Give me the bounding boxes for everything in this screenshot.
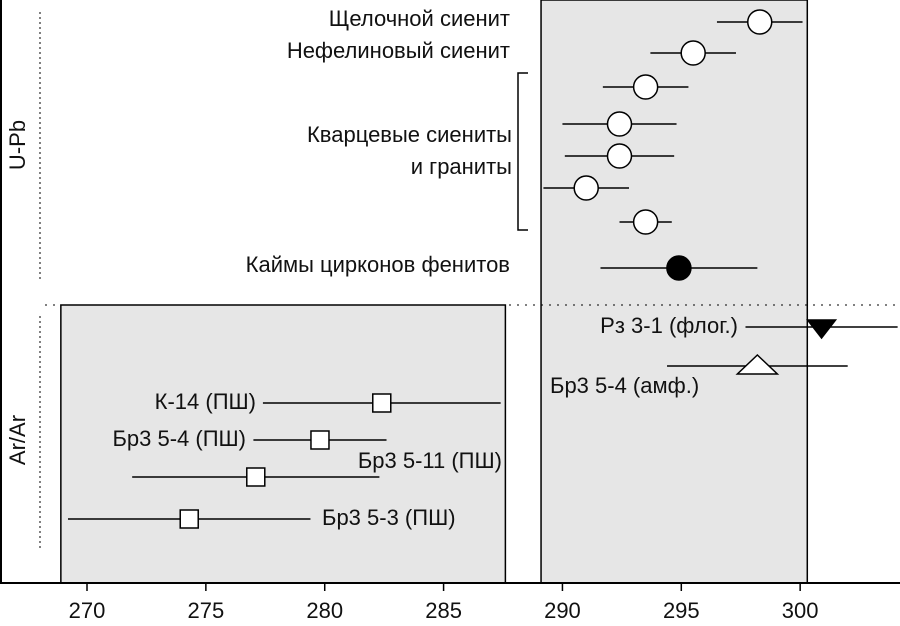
marker [246,467,266,487]
x-tick-label: 275 [188,598,225,623]
marker [606,111,633,137]
x-tick-label: 280 [306,598,343,623]
series-label: Бр3 5-3 (ПШ) [322,505,456,530]
group-label: Ar/Ar [5,415,30,465]
marker [632,74,659,100]
marker [680,40,706,66]
series-label: Бр3 5-11 (ПШ) [358,448,502,473]
series-label: Каймы цирконов фенитов [246,252,510,277]
marker [179,509,199,529]
marker [746,9,773,35]
series-label: Щелочной сиенит [329,6,510,31]
group-label: U-Pb [5,120,30,170]
marker [372,393,392,413]
marker [735,353,780,375]
x-tick-label: 295 [663,598,700,623]
marker [573,175,599,201]
series-label: Бр3 5-4 (ПШ) [112,426,246,451]
series-label: Бр3 5-4 (амф.) [550,373,699,398]
marker [632,209,659,235]
series-label: Кварцевые сиениты [307,122,512,147]
x-tick-label: 300 [782,598,819,623]
series-label: Рз 3-1 (флог.) [600,313,738,338]
marker [666,255,692,281]
x-tick-label: 285 [425,598,462,623]
series-label: К-14 (ПШ) [155,389,256,414]
x-tick-label: 290 [544,598,581,623]
series-label: Нефелиновый сиенит [287,38,510,63]
x-tick-label: 270 [69,598,106,623]
marker [806,319,838,340]
bracket [517,72,528,231]
age-band [540,0,809,584]
series-label: и граниты [411,154,512,179]
marker [310,430,330,450]
marker [606,143,633,169]
age-band [60,304,507,584]
